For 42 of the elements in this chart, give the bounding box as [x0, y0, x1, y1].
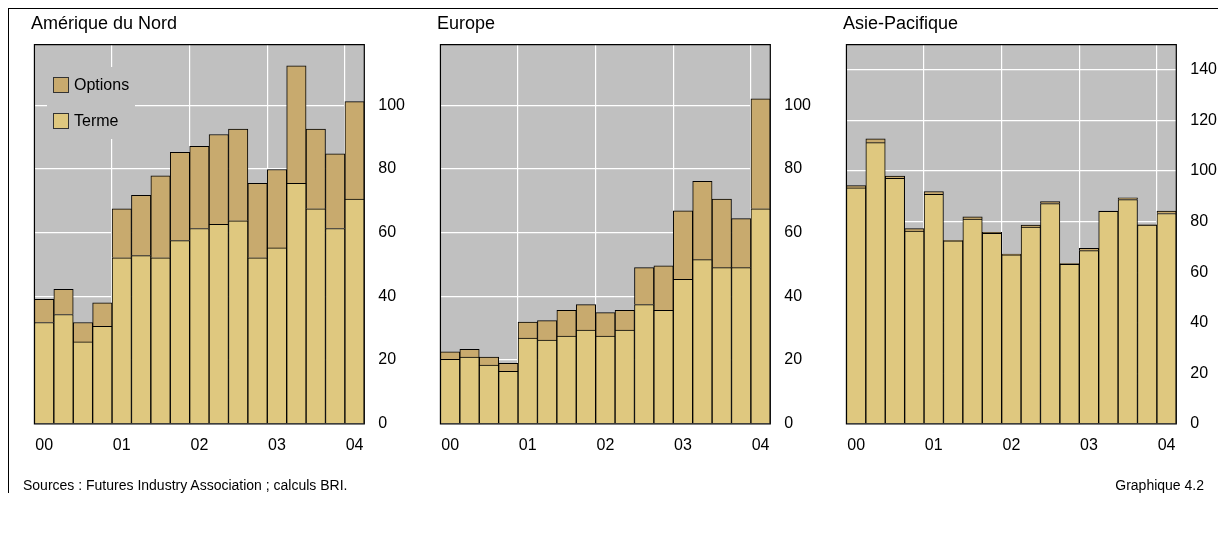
y-tick-label: 60 [1190, 262, 1209, 280]
x-tick-label: 04 [751, 435, 770, 453]
x-tick-label: 00 [35, 435, 54, 453]
y-tick-label: 0 [1190, 414, 1200, 432]
x-tick-label: 01 [924, 435, 943, 453]
x-tick-label: 04 [1157, 435, 1176, 453]
x-tick-label: 02 [596, 435, 615, 453]
y-tick-label: 100 [784, 95, 812, 113]
chart-title: Europe [437, 12, 496, 33]
y-tick-label: 40 [378, 286, 397, 304]
y-tick-label: 60 [378, 223, 397, 241]
x-tick-label: 02 [1002, 435, 1021, 453]
y-tick-label: 120 [1190, 110, 1218, 128]
x-tick-label: 01 [112, 435, 131, 453]
legend-label: Terme [74, 111, 119, 131]
y-tick-label: 100 [1190, 161, 1218, 179]
x-tick-label: 04 [345, 435, 364, 453]
text: Graphique 4.2 [1115, 477, 1204, 493]
legend-label: Options [74, 75, 130, 95]
y-tick-label: 40 [784, 286, 803, 304]
x-tick-label: 01 [518, 435, 537, 453]
y-tick-label: 80 [784, 159, 803, 177]
y-tick-label: 0 [378, 414, 388, 432]
x-tick-label: 03 [674, 435, 692, 453]
y-tick-label: 60 [784, 223, 803, 241]
y-tick-label: 20 [378, 350, 397, 368]
y-tick-label: 40 [1190, 313, 1209, 331]
y-tick-label: 20 [784, 350, 803, 368]
y-tick-label: 20 [1190, 363, 1209, 381]
y-tick-label: 80 [1190, 211, 1209, 229]
chart-title: Amérique du Nord [31, 12, 178, 33]
y-tick-label: 140 [1190, 60, 1218, 78]
y-tick-label: 100 [378, 95, 406, 113]
x-tick-label: 00 [847, 435, 866, 453]
x-tick-label: 00 [441, 435, 460, 453]
x-tick-label: 02 [190, 435, 209, 453]
y-tick-label: 0 [784, 414, 794, 432]
source-note: Sources : Futures Industry Association ; calculs BRI. [23, 477, 348, 493]
y-tick-label: 80 [378, 159, 397, 177]
x-tick-label: 03 [1080, 435, 1098, 453]
x-tick-label: 03 [268, 435, 286, 453]
chart-title: Asie-Pacifique [843, 12, 959, 33]
